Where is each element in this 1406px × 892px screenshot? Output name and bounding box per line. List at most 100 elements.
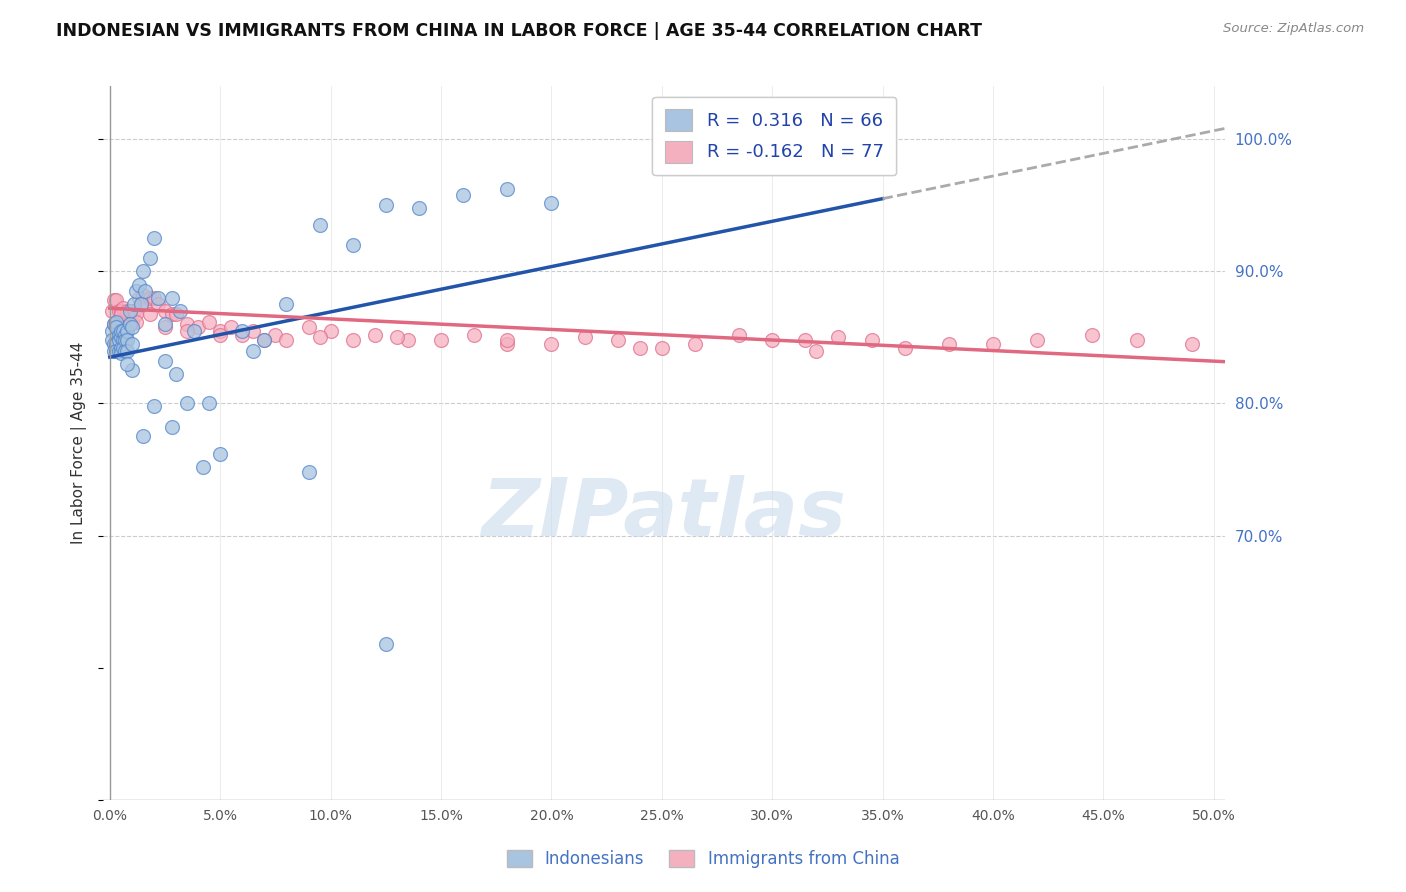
Point [160, 420, 183, 434]
Point [128, 277, 150, 292]
Point [806, 343, 828, 358]
Point [160, 307, 183, 321]
Point [107, 327, 129, 342]
Point [118, 317, 141, 331]
Point [187, 319, 209, 334]
Point [191, 459, 214, 474]
Text: ZIPatlas: ZIPatlas [481, 475, 846, 553]
Point [138, 251, 160, 265]
Point [101, 304, 124, 318]
Point [117, 319, 139, 334]
Point [574, 330, 596, 344]
Point [110, 324, 132, 338]
Point [761, 333, 783, 347]
Point [143, 399, 166, 413]
Point [112, 333, 135, 347]
Point [117, 317, 139, 331]
Point [117, 343, 139, 358]
Point [114, 343, 136, 358]
Point [110, 341, 132, 355]
Point [153, 319, 176, 334]
Point [103, 293, 125, 308]
Point [463, 327, 485, 342]
Point [110, 330, 132, 344]
Point [103, 317, 125, 331]
Point [112, 317, 135, 331]
Point [103, 337, 125, 351]
Point [319, 324, 342, 338]
Legend: Indonesians, Immigrants from China: Indonesians, Immigrants from China [501, 843, 905, 875]
Point [651, 341, 673, 355]
Point [121, 337, 143, 351]
Point [1026, 333, 1049, 347]
Point [496, 337, 519, 351]
Point [153, 317, 176, 331]
Point [276, 333, 298, 347]
Point [496, 333, 519, 347]
Point [125, 314, 148, 328]
Point [176, 324, 198, 338]
Point [112, 341, 135, 355]
Point [198, 396, 221, 410]
Point [122, 304, 145, 318]
Point [451, 187, 474, 202]
Point [827, 330, 849, 344]
Point [342, 238, 364, 252]
Point [143, 291, 166, 305]
Point [242, 324, 264, 338]
Point [125, 284, 148, 298]
Point [496, 182, 519, 196]
Point [121, 363, 143, 377]
Point [253, 333, 276, 347]
Point [117, 357, 139, 371]
Point [121, 314, 143, 328]
Text: Source: ZipAtlas.com: Source: ZipAtlas.com [1223, 22, 1364, 36]
Point [110, 304, 132, 318]
Point [138, 291, 160, 305]
Point [342, 333, 364, 347]
Point [153, 354, 176, 368]
Point [129, 297, 152, 311]
Point [112, 324, 135, 338]
Point [364, 327, 387, 342]
Point [103, 317, 125, 331]
Point [385, 330, 408, 344]
Point [408, 201, 430, 215]
Point [160, 291, 183, 305]
Point [128, 291, 150, 305]
Point [132, 264, 155, 278]
Point [374, 198, 396, 212]
Point [176, 317, 198, 331]
Point [264, 327, 287, 342]
Point [114, 314, 136, 328]
Point [129, 297, 152, 311]
Point [107, 304, 129, 318]
Point [198, 314, 221, 328]
Point [125, 307, 148, 321]
Point [253, 333, 276, 347]
Point [148, 291, 170, 305]
Point [105, 337, 128, 351]
Point [396, 333, 419, 347]
Point [110, 314, 132, 328]
Point [209, 324, 232, 338]
Point [107, 333, 129, 347]
Point [110, 307, 132, 321]
Point [114, 333, 136, 347]
Point [430, 333, 453, 347]
Point [132, 429, 155, 443]
Point [105, 314, 128, 328]
Point [105, 293, 128, 308]
Point [176, 396, 198, 410]
Point [1081, 327, 1104, 342]
Point [938, 337, 960, 351]
Point [893, 341, 915, 355]
Point [276, 297, 298, 311]
Point [134, 297, 156, 311]
Point [242, 343, 264, 358]
Point [153, 304, 176, 318]
Point [308, 218, 330, 232]
Point [134, 284, 156, 298]
Point [121, 319, 143, 334]
Point [101, 324, 124, 338]
